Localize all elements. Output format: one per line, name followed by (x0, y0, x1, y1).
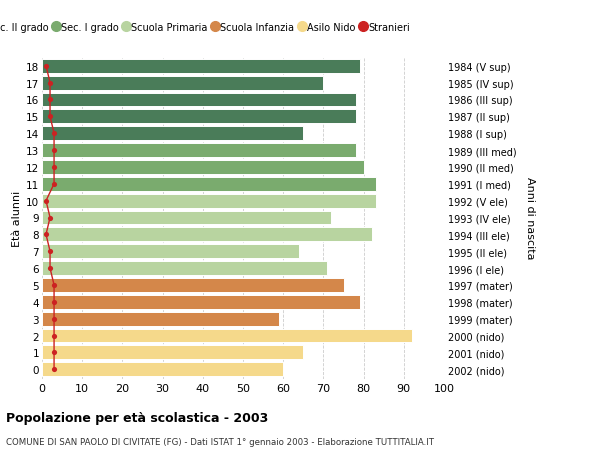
Y-axis label: Anni di nascita: Anni di nascita (525, 177, 535, 259)
Point (45, 214, 55, 222)
Point (49, 181, 59, 188)
Text: Popolazione per età scolastica - 2003: Popolazione per età scolastica - 2003 (6, 411, 268, 424)
Bar (42, 279, 344, 292)
Bar (42, 161, 364, 174)
Point (49, 147, 59, 154)
Bar (42, 312, 279, 326)
Point (49, 349, 59, 356)
Bar (42, 262, 328, 275)
Point (49, 298, 59, 306)
Point (45, 96, 55, 104)
Bar (42, 93, 356, 107)
Bar (42, 110, 356, 124)
Point (49, 282, 59, 289)
Text: COMUNE DI SAN PAOLO DI CIVITATE (FG) - Dati ISTAT 1° gennaio 2003 - Elaborazione: COMUNE DI SAN PAOLO DI CIVITATE (FG) - D… (6, 437, 434, 446)
Point (49, 315, 59, 323)
Bar (42, 211, 331, 225)
Bar (42, 127, 304, 141)
Point (45, 248, 55, 255)
Bar (42, 245, 299, 258)
Point (49, 366, 59, 373)
Point (45, 113, 55, 121)
Bar (42, 60, 359, 73)
Point (49, 130, 59, 138)
Point (49, 332, 59, 340)
Point (45, 80, 55, 87)
Y-axis label: Età alunni: Età alunni (12, 190, 22, 246)
Point (41, 63, 51, 70)
Bar (42, 194, 376, 208)
Bar (42, 178, 376, 191)
Point (41, 197, 51, 205)
Point (41, 231, 51, 239)
Point (45, 265, 55, 272)
Bar (42, 144, 356, 157)
Bar (42, 77, 323, 90)
Legend: Sec. II grado, Sec. I grado, Scuola Primaria, Scuola Infanzia, Asilo Nido, Stran: Sec. II grado, Sec. I grado, Scuola Prim… (0, 19, 413, 37)
Bar (42, 329, 412, 343)
Point (49, 164, 59, 171)
Bar (42, 346, 304, 359)
Bar (42, 295, 359, 309)
Bar (42, 228, 371, 242)
Bar (42, 363, 283, 376)
